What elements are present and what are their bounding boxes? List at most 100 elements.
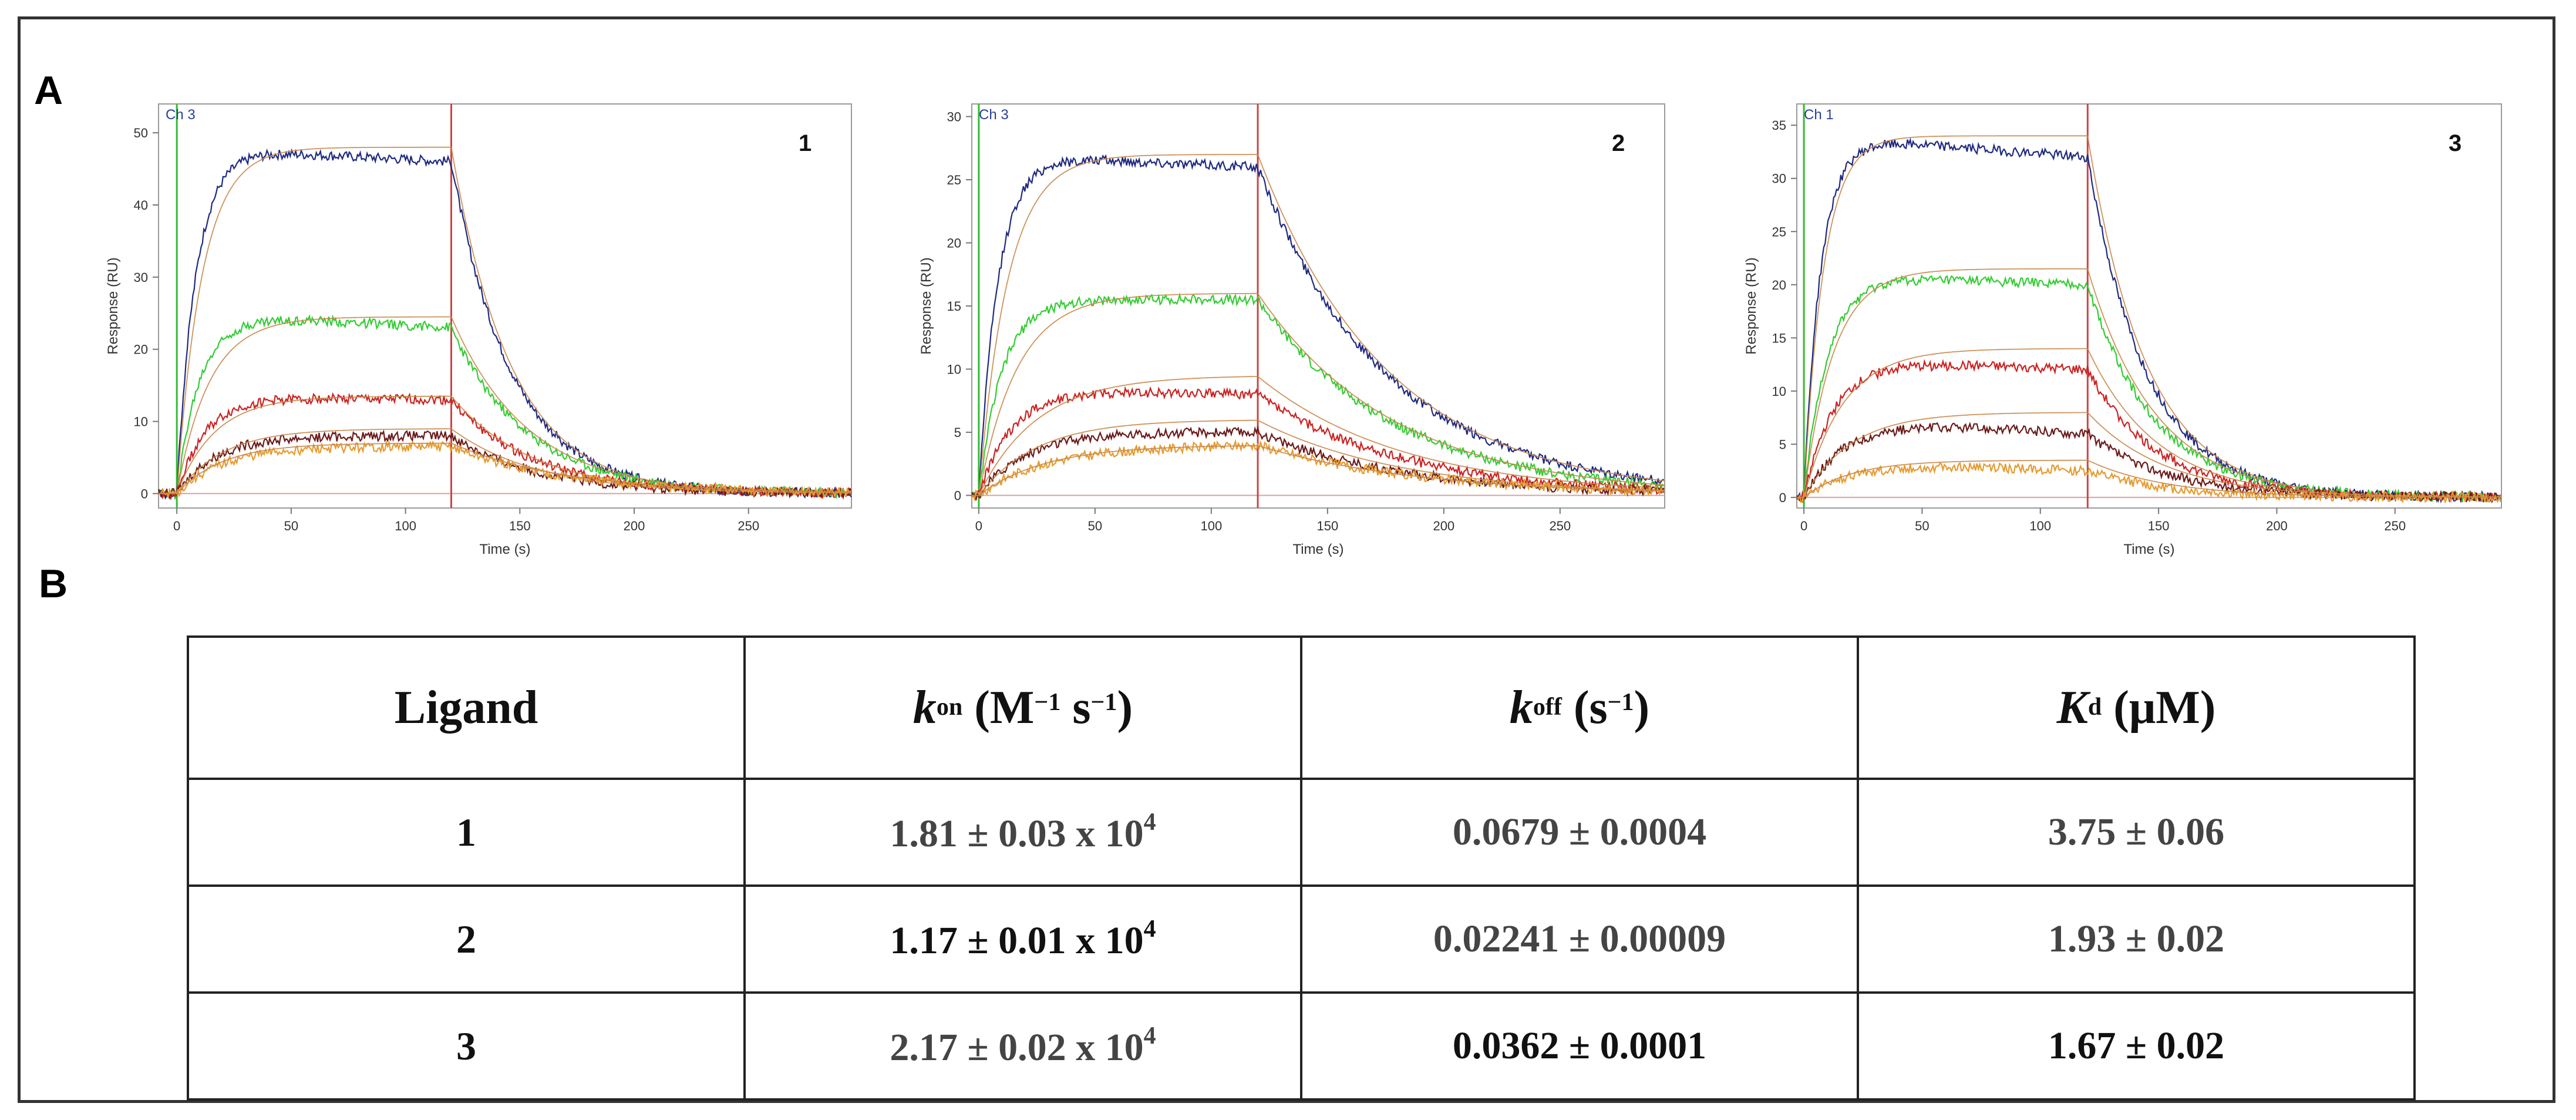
y-tick-label: 15 xyxy=(1772,331,1786,345)
x-axis-label: Time (s) xyxy=(479,541,530,557)
y-tick-label: 10 xyxy=(1772,384,1786,399)
sensorgram-1: 0 50 100 150 200 250 0 10 20 30 40 50 Time (s) Respon… xyxy=(105,103,853,557)
y-tick-label: 30 xyxy=(1772,171,1786,186)
koff-symbol: k xyxy=(1509,681,1533,734)
header-kon: kon (M−1 s−1) xyxy=(743,635,1302,780)
cell-ligand: 3 xyxy=(187,991,746,1101)
kon-exponent: 4 xyxy=(1143,809,1156,836)
y-axis-label: Response (RU) xyxy=(918,257,934,354)
fit-curve-conc-3 xyxy=(972,375,1665,496)
x-tick-label: 100 xyxy=(1200,519,1222,533)
kon-units-c: ) xyxy=(1117,681,1133,734)
table-row: 2 1.17 ± 0.01 x 104 0.02241 ± 0.00009 1.… xyxy=(187,884,2416,994)
y-tick-label: 25 xyxy=(1772,224,1786,239)
channel-label: Ch 1 xyxy=(1804,107,1834,123)
x-tick-label: 50 xyxy=(1915,519,1929,533)
header-ligand: Ligand xyxy=(187,635,746,780)
fit-curve-conc-5 xyxy=(972,154,1665,496)
x-tick-label: 200 xyxy=(624,519,645,533)
y-tick-label: 0 xyxy=(141,486,148,501)
x-axis-label: Time (s) xyxy=(1292,541,1343,557)
y-tick-label: 15 xyxy=(947,299,961,314)
kinetics-table: Ligand kon (M−1 s−1) koff (s−1) Kd (μM) … xyxy=(187,635,2416,1101)
y-tick-label: 20 xyxy=(1772,278,1786,292)
koff-subscript: off xyxy=(1533,693,1562,721)
fit-curve-conc-1 xyxy=(972,445,1665,496)
panel-label-a: A xyxy=(34,68,63,113)
kon-units-b: s xyxy=(1060,681,1091,734)
kon-subscript: on xyxy=(936,693,963,721)
cell-koff: 0.0679 ± 0.0004 xyxy=(1300,778,1859,887)
channel-label: Ch 3 xyxy=(979,107,1009,123)
sensorgram-trace-conc-2 xyxy=(971,425,1665,500)
kon-symbol: k xyxy=(912,681,937,734)
fit-curve-conc-1 xyxy=(159,442,851,495)
kd-subscript: d xyxy=(2087,693,2102,721)
kd-symbol: K xyxy=(2056,681,2088,734)
x-tick-label: 0 xyxy=(173,519,180,533)
fit-curve-conc-4 xyxy=(972,292,1665,496)
kon-exp-2: −1 xyxy=(1090,688,1117,716)
kon-exponent: 4 xyxy=(1143,916,1156,943)
koff-units-b: ) xyxy=(1634,681,1650,734)
plot-area xyxy=(1796,103,2502,509)
x-tick-label: 150 xyxy=(1316,519,1338,533)
x-tick-label: 0 xyxy=(1800,519,1807,533)
x-tick-label: 0 xyxy=(975,519,982,533)
sensorgram-trace-conc-5 xyxy=(971,154,1664,500)
y-tick-label: 30 xyxy=(134,270,148,285)
kon-value: 1.17 ± 0.01 x 10 xyxy=(890,919,1144,962)
x-tick-label: 100 xyxy=(395,519,416,533)
y-tick-label: 40 xyxy=(134,198,148,213)
cell-kon: 1.81 ± 0.03 x 104 xyxy=(743,778,1302,887)
panel-label-b: B xyxy=(39,561,68,606)
cell-kd: 1.67 ± 0.02 xyxy=(1857,991,2416,1101)
y-tick-label: 25 xyxy=(947,173,961,187)
ligand-number-label: 1 xyxy=(799,130,811,156)
kon-value: 1.81 ± 0.03 x 10 xyxy=(890,812,1144,855)
cell-kd: 3.75 ± 0.06 xyxy=(1857,778,2416,887)
table-row: 1 1.81 ± 0.03 x 104 0.0679 ± 0.0004 3.75… xyxy=(187,778,2416,887)
kon-exponent: 4 xyxy=(1143,1023,1156,1050)
header-koff: koff (s−1) xyxy=(1300,635,1859,780)
table-header-row: Ligand kon (M−1 s−1) koff (s−1) Kd (μM) xyxy=(187,635,2416,780)
koff-units-a: (s xyxy=(1573,681,1608,734)
x-tick-label: 250 xyxy=(2384,519,2406,533)
x-tick-label: 50 xyxy=(284,519,298,533)
cell-kon: 1.17 ± 0.01 x 104 xyxy=(743,884,1302,994)
x-tick-label: 200 xyxy=(1433,519,1454,533)
cell-kon: 2.17 ± 0.02 x 104 xyxy=(743,991,1302,1101)
plot-area xyxy=(158,103,852,509)
y-tick-label: 30 xyxy=(947,110,961,125)
sensorgram-2: 0 50 100 150 200 250 0 5 10 15 20 25 30 Time (s) Respo… xyxy=(918,103,1665,557)
y-axis-label: Response (RU) xyxy=(105,257,121,354)
x-axis-label: Time (s) xyxy=(2123,541,2174,557)
y-tick-label: 10 xyxy=(947,362,961,377)
x-tick-label: 200 xyxy=(2266,519,2288,533)
x-tick-label: 150 xyxy=(2148,519,2170,533)
y-tick-label: 5 xyxy=(1779,437,1786,452)
ligand-number-label: 2 xyxy=(1612,130,1625,156)
kon-units-a: (M xyxy=(974,681,1035,734)
y-tick-label: 5 xyxy=(954,425,961,440)
x-tick-label: 250 xyxy=(738,519,759,533)
x-tick-label: 100 xyxy=(2029,519,2051,533)
sensorgram-trace-conc-1 xyxy=(1796,462,2501,504)
fit-curve-conc-1 xyxy=(1797,459,2501,498)
header-kd: Kd (μM) xyxy=(1857,635,2416,780)
header-ligand-text: Ligand xyxy=(394,681,538,734)
y-tick-label: 20 xyxy=(947,236,961,251)
y-tick-label: 10 xyxy=(134,415,148,429)
sensorgram-3: 0 50 100 150 200 250 0 5 10 15 20 25 30 35 Time (s) Res… xyxy=(1743,103,2502,557)
cell-koff: 0.02241 ± 0.00009 xyxy=(1300,884,1859,994)
figure-frame xyxy=(18,16,2555,1103)
channel-label: Ch 3 xyxy=(166,107,196,123)
x-tick-label: 250 xyxy=(1549,519,1571,533)
y-tick-label: 50 xyxy=(134,126,148,140)
fit-curve-conc-2 xyxy=(972,419,1665,496)
cell-kd: 1.93 ± 0.02 xyxy=(1857,884,2416,994)
y-tick-label: 20 xyxy=(134,342,148,357)
ligand-number-label: 3 xyxy=(2449,130,2461,156)
kd-units: (μM) xyxy=(2113,681,2216,734)
table-row: 3 2.17 ± 0.02 x 104 0.0362 ± 0.0001 1.67… xyxy=(187,991,2416,1101)
